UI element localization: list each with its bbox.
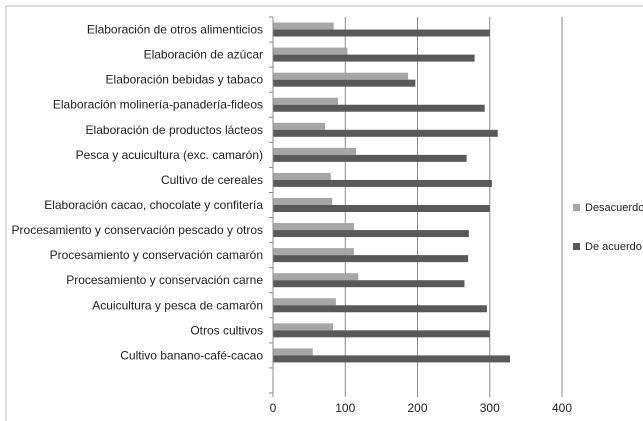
- bar-desacuerdo: [273, 122, 326, 130]
- bar-de-acuerdo: [273, 104, 485, 112]
- category-label: Elaboración bebidas y tabaco: [106, 73, 264, 87]
- bar-de-acuerdo: [273, 330, 490, 338]
- bar-de-acuerdo: [273, 305, 487, 313]
- bar-de-acuerdo: [273, 255, 469, 263]
- legend-label: De acuerdo: [585, 241, 642, 253]
- bar-de-acuerdo: [273, 129, 498, 137]
- x-tick-label: 200: [407, 401, 427, 415]
- bar-de-acuerdo: [273, 355, 510, 363]
- bar-de-acuerdo: [273, 154, 467, 162]
- bar-desacuerdo: [273, 198, 333, 205]
- bar-desacuerdo: [273, 323, 333, 331]
- bar-desacuerdo: [273, 223, 354, 231]
- bar-de-acuerdo: [273, 79, 416, 87]
- x-tick-label: 0: [270, 401, 277, 415]
- bar-desacuerdo: [273, 97, 339, 105]
- bar-desacuerdo: [273, 172, 331, 180]
- legend-label: Desacuerdo: [585, 202, 643, 214]
- category-label: Procesamiento y conservación camarón: [50, 248, 263, 262]
- bars: [273, 22, 510, 363]
- category-label: Elaboración molinería-panadería-fideos: [53, 98, 263, 112]
- category-label: Otros cultivos: [190, 323, 263, 337]
- bar-desacuerdo: [273, 298, 336, 306]
- bar-desacuerdo: [273, 47, 348, 55]
- bar-desacuerdo: [273, 147, 357, 155]
- category-label: Elaboración de otros alimenticios: [87, 23, 263, 37]
- category-label: Elaboración cacao, chocolate y confiterí…: [44, 198, 263, 212]
- bar-desacuerdo: [273, 72, 409, 80]
- axes: 0 100 200 300 400 Elaboración de otros alimen…: [12, 16, 572, 415]
- bar-de-acuerdo: [273, 179, 492, 187]
- category-label: Pesca y acuicultura (exc. camarón): [76, 148, 263, 162]
- category-label: Procesamiento y conservación pescado y o…: [12, 223, 263, 237]
- category-label: Cultivo de cereales: [161, 173, 263, 187]
- bar-desacuerdo: [273, 348, 313, 356]
- legend-swatch: [573, 204, 580, 211]
- bar-de-acuerdo: [273, 54, 475, 62]
- legend-swatch: [573, 243, 580, 250]
- legend: Desacuerdo De acuerdo: [573, 202, 643, 253]
- bar-de-acuerdo: [273, 230, 469, 238]
- category-label: Elaboración de azúcar: [144, 48, 263, 62]
- x-tick-label: 100: [335, 401, 355, 415]
- bar-desacuerdo: [273, 273, 359, 281]
- bar-desacuerdo: [273, 248, 354, 256]
- category-label: Acuicultura y pesca de camarón: [92, 298, 263, 312]
- x-tick-label: 400: [552, 401, 572, 415]
- bar-desacuerdo: [273, 22, 334, 30]
- category-label: Elaboración de productos lácteos: [86, 123, 263, 137]
- bar-de-acuerdo: [273, 280, 465, 288]
- chart-area-border: [5, 5, 643, 421]
- bar-de-acuerdo: [273, 29, 490, 37]
- category-label: Cultivo banano-café-cacao: [120, 348, 263, 362]
- bar-de-acuerdo: [273, 205, 490, 212]
- category-label: Procesamiento y conservación carne: [66, 273, 263, 287]
- x-tick-label: 300: [480, 401, 500, 415]
